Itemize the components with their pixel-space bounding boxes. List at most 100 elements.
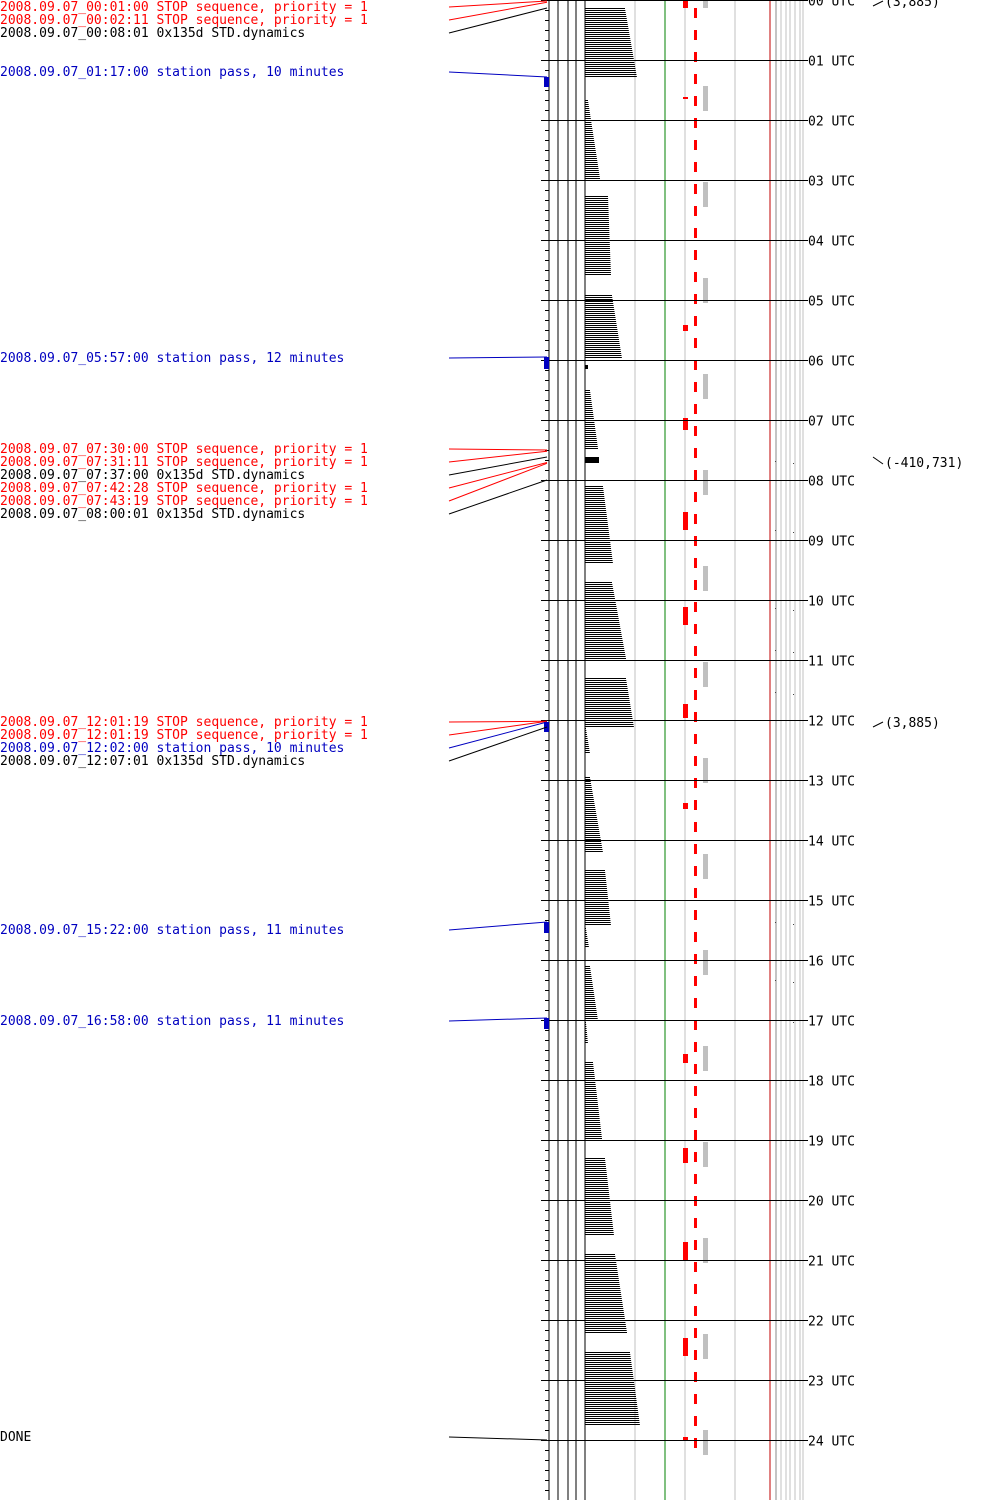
red-dash [694,580,697,590]
hour-label: 24 UTC [808,1435,855,1450]
event-label: 2008.09.07_08:00:01 0x135d STD.dynamics [0,507,305,522]
red-dash [694,272,697,282]
red-dash [694,822,697,832]
red-dash [694,1218,697,1228]
hour-label: 02 UTC [808,115,855,130]
gray-dot [793,532,794,533]
note-leader [872,456,884,465]
event-label: 2008.09.07_07:30:00 STOP sequence, prior… [0,442,368,457]
red-dash [694,910,697,920]
red-block [683,1242,688,1260]
event-label: 2008.09.07_07:43:19 STOP sequence, prior… [0,494,368,509]
red-block [683,1437,688,1440]
gray-dot [793,924,794,925]
red-dash [694,448,697,458]
red-dash [694,932,697,942]
gray-dot [793,463,794,464]
red-dash [694,1438,697,1448]
event-label: 2008.09.07_00:08:01 0x135d STD.dynamics [0,26,305,41]
red-dash [694,118,697,128]
hour-label: 05 UTC [808,295,855,310]
gray-block [703,566,708,591]
gray-dot [775,650,776,651]
red-block [683,1148,688,1163]
red-dash [694,646,697,656]
red-dash [694,1416,697,1426]
gray-dot [793,694,794,695]
gray-block [703,182,708,207]
red-dash [694,976,697,986]
event-leader-line [448,456,548,476]
event-leader-line [448,71,548,78]
event-leader-line [448,7,548,34]
event-leader-line [448,356,548,359]
red-dash [694,954,697,964]
red-dash [694,492,697,502]
gray-dot [775,608,776,609]
gray-block [703,950,708,975]
hour-label: 09 UTC [808,535,855,550]
event-leader-line [448,921,548,931]
hour-label: 10 UTC [808,595,855,610]
red-dash [694,1064,697,1074]
event-leader-line [448,1436,548,1441]
hour-label: 07 UTC [808,415,855,430]
event-label: 2008.09.07_01:17:00 station pass, 10 min… [0,65,344,80]
station-pass-block [544,922,549,933]
activity-bars-layer [585,8,640,1425]
red-dash [694,316,697,326]
activity-block [585,365,588,369]
gray-dot [775,692,776,693]
gray-block [703,1430,708,1455]
hour-label: 21 UTC [808,1255,855,1270]
gray-block [703,662,708,687]
hour-label: 17 UTC [808,1015,855,1030]
red-dash [694,8,697,18]
red-block [683,607,688,625]
red-dash [694,426,697,436]
hour-label: 23 UTC [808,1375,855,1390]
red-dash [694,206,697,216]
red-dash [694,514,697,524]
attitude-note: (-410,731) [885,456,963,471]
red-dash [694,1042,697,1052]
gray-block [703,1142,708,1167]
red-dash [694,338,697,348]
red-dash [694,624,697,634]
event-leader-line [448,462,548,489]
hour-label: 15 UTC [808,895,855,910]
red-dash [694,690,697,700]
hour-label: 01 UTC [808,55,855,70]
red-dash [694,602,697,612]
station-pass-block [544,77,549,87]
event-leader-line [448,1017,548,1022]
activity-block [585,457,599,463]
gray-dot [775,922,776,923]
red-dash [694,668,697,678]
red-dash [694,162,697,172]
red-dash [694,1240,697,1250]
attitude-note: (3,885) [885,0,940,10]
red-dash [694,844,697,854]
event-label: 2008.09.07_07:31:11 STOP sequence, prior… [0,455,368,470]
gray-block [703,470,708,495]
event-label: 2008.09.07_00:02:11 STOP sequence, prior… [0,13,368,28]
event-label: 2008.09.07_05:57:00 station pass, 12 min… [0,351,344,366]
event-leader-line [448,720,548,736]
event-label: 2008.09.07_15:22:00 station pass, 11 min… [0,923,344,938]
gray-block [703,1334,708,1359]
red-dash [694,756,697,766]
hour-label: 14 UTC [808,835,855,850]
red-dash [694,1152,697,1162]
gray-block [703,1046,708,1071]
marker-layer [683,0,794,1455]
red-dash [694,294,697,304]
event-leader-line [448,1,548,21]
red-dash [694,558,697,568]
event-list: 2008.09.07_00:01:00 STOP sequence, prior… [0,0,549,1445]
event-leader-line [448,462,548,502]
hour-label: 20 UTC [808,1195,855,1210]
gray-dot [793,652,794,653]
red-dash [694,52,697,62]
gray-dot [793,982,794,983]
